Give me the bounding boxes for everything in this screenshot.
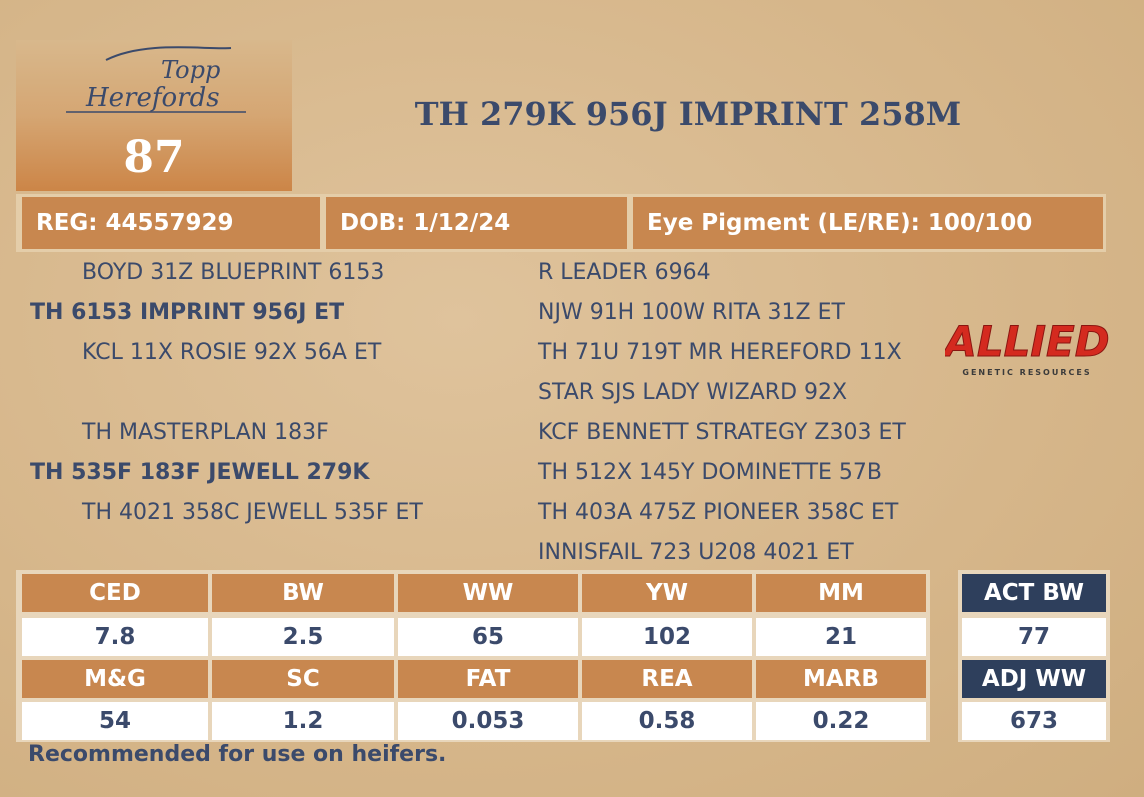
- animal-name: TH 279K 956J IMPRINT 258M: [414, 95, 962, 133]
- epd-header: REA: [582, 660, 752, 698]
- actual-header: ADJ WW: [962, 660, 1106, 698]
- epd-value: 7.8: [22, 618, 208, 656]
- pedigree-entry: NJW 91H 100W RITA 31Z ET: [538, 300, 845, 325]
- actual-value: 673: [962, 702, 1106, 740]
- epd-header: YW: [582, 574, 752, 612]
- sponsor-tagline: GENETIC RESOURCES: [962, 368, 1091, 377]
- pedigree-entry: TH 403A 475Z PIONEER 358C ET: [538, 500, 899, 525]
- logo-line1: Topp: [161, 56, 220, 84]
- epd-header: MM: [756, 574, 926, 612]
- sponsor-name: ALLIED: [945, 318, 1110, 366]
- pedigree-entry: TH 4021 358C JEWELL 535F ET: [82, 500, 423, 525]
- pedigree-entry: STAR SJS LADY WIZARD 92X: [538, 380, 848, 405]
- pedigree-entry: TH 71U 719T MR HEREFORD 11X: [538, 340, 902, 365]
- lot-number: 87: [123, 132, 185, 183]
- logo-line2: Herefords: [85, 83, 220, 113]
- dam: TH 535F 183F JEWELL 279K: [30, 460, 370, 485]
- epd-value: 21: [756, 618, 926, 656]
- epd-header: MARB: [756, 660, 926, 698]
- eye-pigment: Eye Pigment (LE/RE): 100/100: [633, 197, 1103, 249]
- pedigree-entry: INNISFAIL 723 U208 4021 ET: [538, 540, 854, 565]
- pedigree-entry: BOYD 31Z BLUEPRINT 6153: [82, 260, 385, 285]
- epd-value: 102: [582, 618, 752, 656]
- registration: REG: 44557929: [22, 197, 320, 249]
- epd-value: 54: [22, 702, 208, 740]
- sponsor-logo: ALLIED GENETIC RESOURCES: [945, 318, 1110, 377]
- pedigree-entry: TH 512X 145Y DOMINETTE 57B: [538, 460, 883, 485]
- actual-header: ACT BW: [962, 574, 1106, 612]
- epd-value: 0.22: [756, 702, 926, 740]
- epd-value: 0.053: [398, 702, 578, 740]
- epd-value: 0.58: [582, 702, 752, 740]
- epd-header: BW: [212, 574, 394, 612]
- epd-header: WW: [398, 574, 578, 612]
- logo-box: Topp Herefords: [16, 40, 292, 191]
- epd-header: FAT: [398, 660, 578, 698]
- pedigree-entry: TH MASTERPLAN 183F: [82, 420, 329, 445]
- epd-header: CED: [22, 574, 208, 612]
- sire: TH 6153 IMPRINT 956J ET: [30, 300, 345, 325]
- logo-flourish: [105, 46, 232, 61]
- logo: Topp Herefords: [66, 46, 246, 113]
- actual-value: 77: [962, 618, 1106, 656]
- birth-date: DOB: 1/12/24: [326, 197, 627, 249]
- pedigree-entry: KCL 11X ROSIE 92X 56A ET: [82, 340, 382, 365]
- epd-value: 65: [398, 618, 578, 656]
- epd-header: SC: [212, 660, 394, 698]
- epd-value: 1.2: [212, 702, 394, 740]
- pedigree-entry: R LEADER 6964: [538, 260, 711, 285]
- epd-header: M&G: [22, 660, 208, 698]
- pedigree-entry: KCF BENNETT STRATEGY Z303 ET: [538, 420, 906, 445]
- footnote: Recommended for use on heifers.: [28, 742, 447, 767]
- epd-value: 2.5: [212, 618, 394, 656]
